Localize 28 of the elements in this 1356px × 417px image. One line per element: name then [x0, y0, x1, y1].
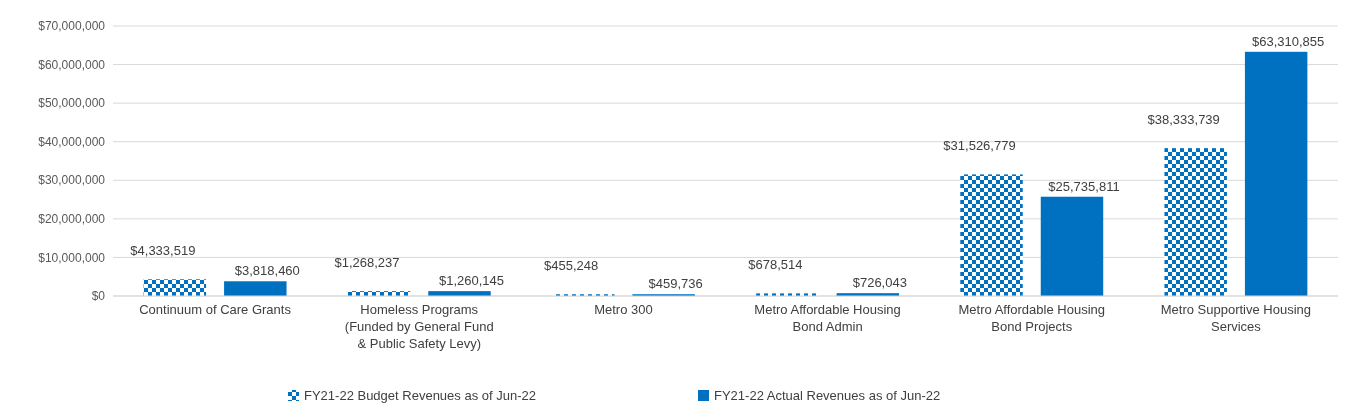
- data-label: $3,818,460: [234, 263, 300, 279]
- x-tick-label: Metro Affordable Housing Bond Admin: [754, 302, 901, 334]
- x-tick-label: Metro 300: [594, 302, 653, 317]
- y-tick-label: $50,000,000: [38, 96, 106, 111]
- data-label: $459,736: [648, 276, 703, 292]
- data-label: $63,310,855: [1252, 33, 1325, 49]
- legend-label: FY21-22 Budget Revenues as of Jun-22: [304, 388, 536, 403]
- x-tick-label: Metro Affordable Housing Bond Projects: [958, 302, 1105, 334]
- x-tick-label: Continuum of Care Grants: [139, 302, 292, 317]
- data-label: $726,043: [852, 275, 907, 291]
- data-label: $678,514: [748, 257, 803, 273]
- y-tick-label: $60,000,000: [38, 57, 106, 72]
- y-tick-label: $10,000,000: [38, 250, 106, 265]
- y-tick-label: $30,000,000: [38, 173, 106, 188]
- y-tick-label: $20,000,000: [38, 212, 106, 227]
- x-tick-label: Metro Supportive Housing Services: [1160, 302, 1312, 334]
- y-tick-label: $0: [91, 289, 106, 304]
- y-tick-label: $40,000,000: [38, 134, 106, 149]
- x-tick-label: Homeless Programs (Funded by General Fund & Public Safety Levy): [344, 302, 494, 351]
- data-label: $25,735,811: [1048, 178, 1120, 194]
- data-label: $31,526,779: [943, 138, 1016, 154]
- data-label: $38,333,739: [1147, 112, 1220, 128]
- y-tick-label: $70,000,000: [38, 19, 106, 34]
- data-label: $455,248: [544, 258, 599, 274]
- data-label: $4,333,519: [130, 243, 196, 259]
- data-label: $1,268,237: [334, 255, 400, 271]
- legend-label: FY21-22 Actual Revenues as of Jun-22: [714, 388, 941, 403]
- data-label: $1,260,145: [438, 273, 505, 289]
